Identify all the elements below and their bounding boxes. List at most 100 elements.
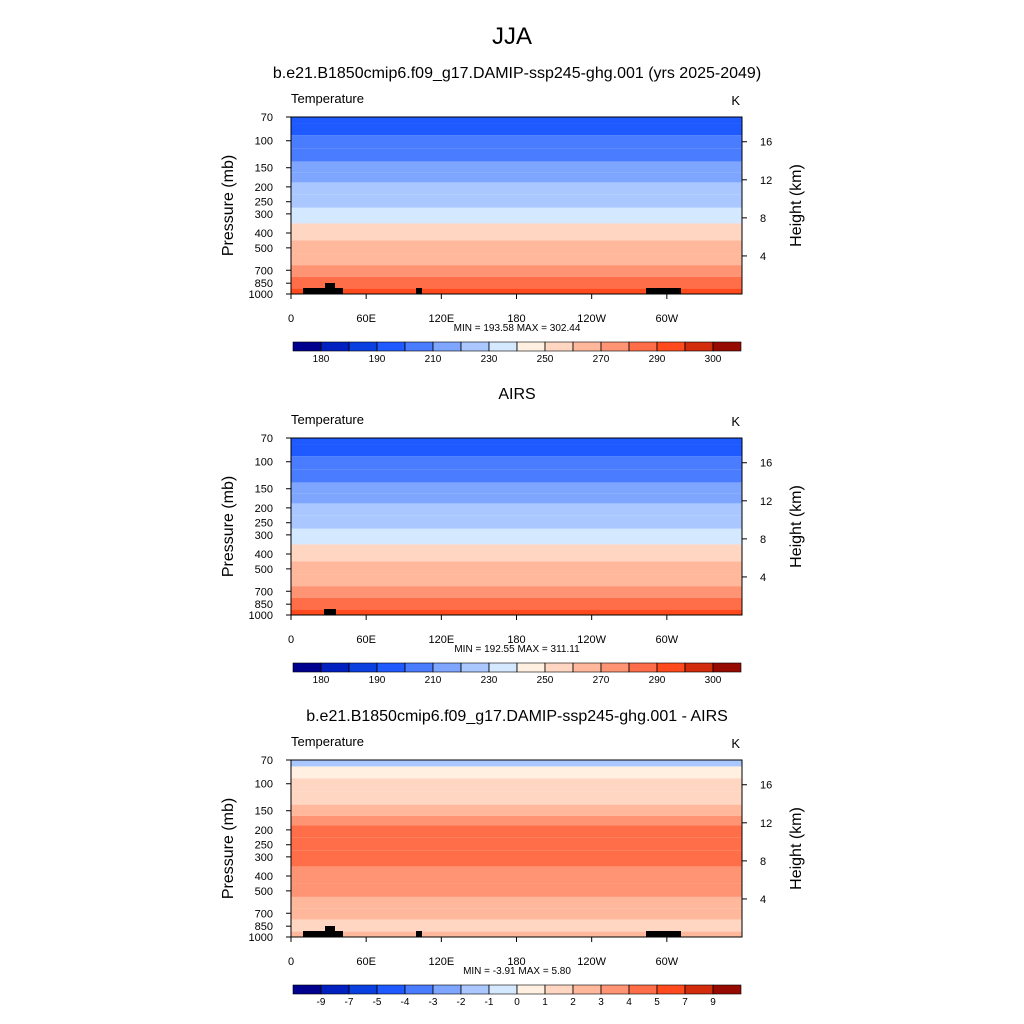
colorbar-box xyxy=(628,341,658,352)
y-tick-label: 250 xyxy=(255,197,273,209)
field-band xyxy=(291,135,742,149)
y-tick-label: 70 xyxy=(261,112,273,124)
colorbar-box xyxy=(488,984,518,995)
y2-tick-label: 16 xyxy=(760,137,772,149)
colorbar-label: 3 xyxy=(598,997,604,1008)
colorbar-label: 4 xyxy=(626,997,632,1008)
colorbar-label: 250 xyxy=(537,354,554,365)
field-band xyxy=(291,482,742,494)
x-tick-label: 60E xyxy=(356,313,376,325)
y-tick-label: 300 xyxy=(255,209,273,221)
field-band xyxy=(291,117,742,124)
y-tick-label: 150 xyxy=(255,806,273,818)
colorbar-label: 300 xyxy=(705,675,722,686)
y2-axis-label: Height (km) xyxy=(788,807,805,890)
y2-tick-label: 16 xyxy=(760,458,772,470)
field-band xyxy=(291,438,742,445)
field-band xyxy=(291,172,742,183)
colorbar-box xyxy=(544,662,574,673)
panel-right-label: K xyxy=(731,93,740,108)
y2-axis-label: Height (km) xyxy=(788,485,805,568)
panel-left-label: Temperature xyxy=(291,734,364,749)
colorbar-box xyxy=(516,341,546,352)
field-band xyxy=(291,194,742,208)
y2-tick-label: 8 xyxy=(760,856,766,868)
y2-tick-label: 4 xyxy=(760,251,766,263)
x-tick-label: 0 xyxy=(288,313,294,325)
colorbar-box xyxy=(684,662,714,673)
panel-right-label: K xyxy=(731,414,740,429)
topography xyxy=(303,288,343,294)
colorbar-box xyxy=(656,341,686,352)
x-tick-label: 60E xyxy=(356,634,376,646)
colorbar-box xyxy=(572,984,602,995)
max-label: MAX = xyxy=(517,644,547,655)
colorbar-label: 300 xyxy=(705,354,722,365)
colorbar-label: 1 xyxy=(542,997,548,1008)
y-tick-label: 200 xyxy=(255,503,273,515)
colorbar-box xyxy=(320,984,350,995)
y2-tick-label: 8 xyxy=(760,534,766,546)
x-tick-label: 180 xyxy=(507,313,525,325)
field-band xyxy=(291,825,742,838)
field-band xyxy=(291,815,742,826)
field-band xyxy=(291,760,742,767)
y2-tick-label: 16 xyxy=(760,780,772,792)
colorbar-label: 270 xyxy=(593,675,610,686)
y-tick-label: 700 xyxy=(255,265,273,277)
field-band xyxy=(291,444,742,457)
panel-left-label: Temperature xyxy=(291,412,364,427)
colorbar-box xyxy=(404,984,434,995)
field-band xyxy=(291,778,742,792)
colorbar-label: -1 xyxy=(485,997,494,1008)
x-tick-label: 120E xyxy=(428,956,454,968)
min-max: MIN = 192.55 MAX = 311.11 xyxy=(454,644,580,655)
y-tick-label: 300 xyxy=(255,852,273,864)
max-value: 311.11 xyxy=(551,644,581,655)
colorbar-box xyxy=(432,984,462,995)
colorbar-box xyxy=(516,662,546,673)
y-tick-label: 70 xyxy=(261,755,273,767)
colorbar-box xyxy=(712,341,742,352)
field-band xyxy=(291,288,742,294)
y2-tick-label: 12 xyxy=(760,175,772,187)
y-tick-label: 200 xyxy=(255,182,273,194)
colorbar-box xyxy=(432,662,462,673)
colorbar-box xyxy=(656,662,686,673)
field-band xyxy=(291,161,742,173)
field-band xyxy=(291,766,742,779)
colorbar-label: -2 xyxy=(457,997,466,1008)
y-tick-label: 400 xyxy=(255,549,273,561)
panel-left-label: Temperature xyxy=(291,91,364,106)
colorbar-box xyxy=(376,341,406,352)
topography xyxy=(303,931,343,937)
colorbar-box xyxy=(348,662,378,673)
field-band xyxy=(291,148,742,162)
min-value: 192.55 xyxy=(484,644,515,655)
colorbar-box xyxy=(432,341,462,352)
colorbar-box xyxy=(600,984,630,995)
colorbar-box xyxy=(572,662,602,673)
y-axis-label: Pressure (mb) xyxy=(220,798,237,899)
field-band xyxy=(291,276,742,289)
field-band xyxy=(291,240,742,254)
field-band xyxy=(291,223,742,241)
colorbar-label: 210 xyxy=(425,675,442,686)
colorbar-box xyxy=(320,341,350,352)
y2-tick-label: 12 xyxy=(760,496,772,508)
colorbar-label: 190 xyxy=(369,354,386,365)
x-tick-label: 120E xyxy=(428,634,454,646)
min-max: MIN = -3.91 MAX = 5.80 xyxy=(463,966,571,977)
field-band xyxy=(291,597,742,610)
colorbar-box xyxy=(712,662,742,673)
colorbar-box xyxy=(460,662,490,673)
colorbar-box xyxy=(376,984,406,995)
colorbar-label: -9 xyxy=(317,997,326,1008)
colorbar-label: 250 xyxy=(537,675,554,686)
colorbar-box xyxy=(572,341,602,352)
field-band xyxy=(291,931,742,937)
y-tick-label: 850 xyxy=(255,278,273,290)
y-tick-label: 500 xyxy=(255,564,273,576)
y-tick-label: 200 xyxy=(255,825,273,837)
colorbar-box xyxy=(348,984,378,995)
